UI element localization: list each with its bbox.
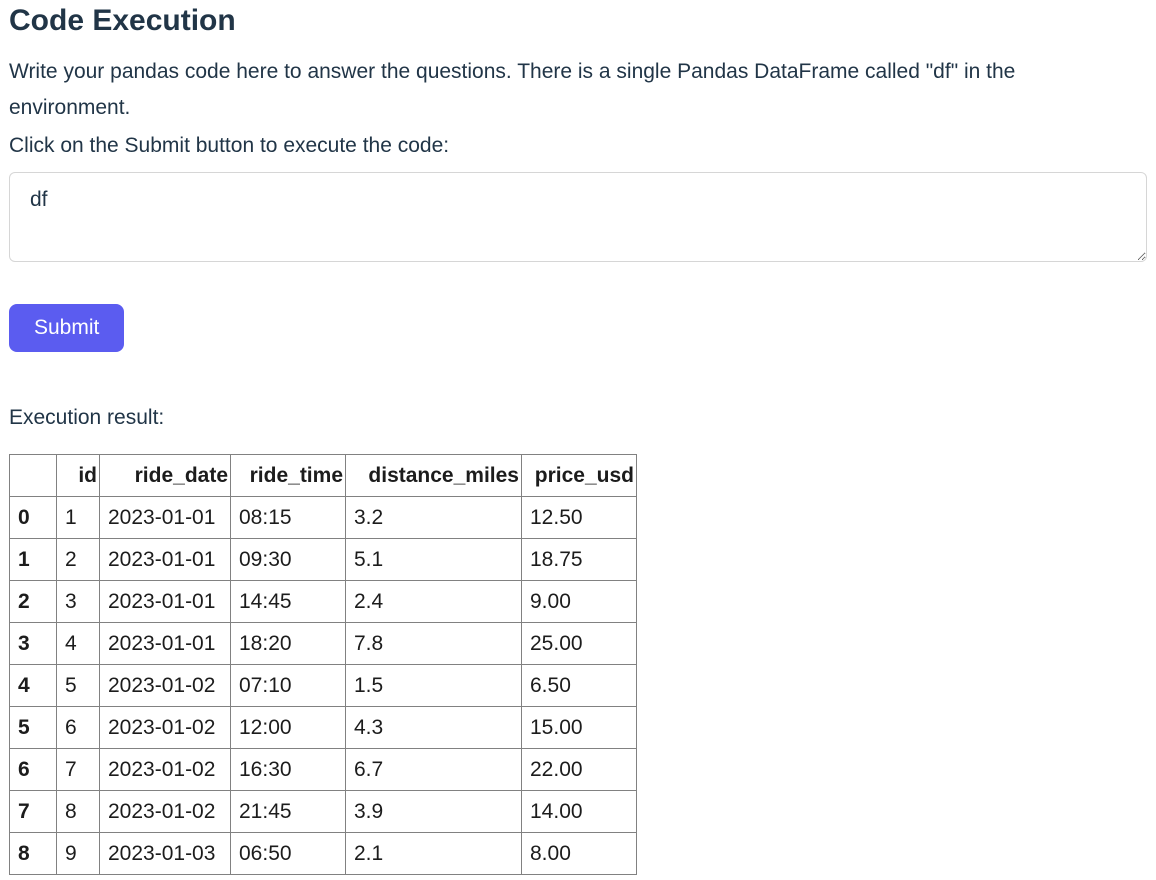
table-row: 2 3 2023-01-01 14:45 2.4 9.00 <box>9 580 637 623</box>
table-cell: 3 <box>56 580 100 623</box>
table-cell: 2023-01-01 <box>99 538 231 581</box>
table-cell: 9.00 <box>521 580 637 623</box>
table-cell: 21:45 <box>230 790 346 833</box>
table-cell: 4.3 <box>345 706 522 749</box>
table-cell: 6.7 <box>345 748 522 791</box>
table-cell: 09:30 <box>230 538 346 581</box>
table-cell: 8 <box>56 790 100 833</box>
table-cell: 12:00 <box>230 706 346 749</box>
table-cell: 8.00 <box>521 832 637 875</box>
column-header: price_usd <box>521 454 637 497</box>
table-cell: 12.50 <box>521 496 637 539</box>
table-cell: 25.00 <box>521 622 637 665</box>
table-cell: 7 <box>56 748 100 791</box>
table-cell: 2.1 <box>345 832 522 875</box>
submit-button[interactable]: Submit <box>9 304 125 352</box>
table-cell: 9 <box>56 832 100 875</box>
table-cell: 7.8 <box>345 622 522 665</box>
table-row: 0 1 2023-01-01 08:15 3.2 12.50 <box>9 496 637 539</box>
row-index: 5 <box>9 706 57 749</box>
table-cell: 06:50 <box>230 832 346 875</box>
instruction-text: Click on the Submit button to execute th… <box>9 134 450 157</box>
column-header: ride_time <box>230 454 346 497</box>
row-index: 6 <box>9 748 57 791</box>
table-cell: 15.00 <box>521 706 637 749</box>
row-index: 3 <box>9 622 57 665</box>
table-row: 8 9 2023-01-03 06:50 2.1 8.00 <box>9 832 637 875</box>
table-cell: 1 <box>56 496 100 539</box>
table-row: 1 2 2023-01-01 09:30 5.1 18.75 <box>9 538 637 581</box>
table-cell: 5.1 <box>345 538 522 581</box>
table-cell: 18:20 <box>230 622 346 665</box>
table-cell: 5 <box>56 664 100 707</box>
table-cell: 08:15 <box>230 496 346 539</box>
row-index: 4 <box>9 664 57 707</box>
intro-text: Write your pandas code here to answer th… <box>9 60 1016 119</box>
table-cell: 1.5 <box>345 664 522 707</box>
table-cell: 6 <box>56 706 100 749</box>
page-title: Code Execution <box>9 4 236 37</box>
table-header-row: id ride_date ride_time distance_miles price_… <box>9 454 637 497</box>
column-header <box>9 454 57 497</box>
row-index: 2 <box>9 580 57 623</box>
table-cell: 07:10 <box>230 664 346 707</box>
row-index: 0 <box>9 496 57 539</box>
table-row: 5 6 2023-01-02 12:00 4.3 15.00 <box>9 706 637 749</box>
table-cell: 2023-01-02 <box>99 790 231 833</box>
table-cell: 4 <box>56 622 100 665</box>
table-cell: 14.00 <box>521 790 637 833</box>
column-header: distance_miles <box>345 454 522 497</box>
table-cell: 2023-01-01 <box>99 622 231 665</box>
row-index: 8 <box>9 832 57 875</box>
column-header: id <box>56 454 100 497</box>
table-cell: 2023-01-03 <box>99 832 231 875</box>
table-row: 7 8 2023-01-02 21:45 3.9 14.00 <box>9 790 637 833</box>
table-cell: 22.00 <box>521 748 637 791</box>
table-cell: 2.4 <box>345 580 522 623</box>
table-cell: 3.9 <box>345 790 522 833</box>
row-index: 7 <box>9 790 57 833</box>
table-cell: 3.2 <box>345 496 522 539</box>
table-body: 0 1 2023-01-01 08:15 3.2 12.50 1 2 2023-01-01 09:… <box>9 496 637 875</box>
column-header: ride_date <box>99 454 231 497</box>
table-row: 6 7 2023-01-02 16:30 6.7 22.00 <box>9 748 637 791</box>
table-cell: 16:30 <box>230 748 346 791</box>
code-editor-textarea[interactable]: df <box>9 172 1147 262</box>
table-row: 4 5 2023-01-02 07:10 1.5 6.50 <box>9 664 637 707</box>
table-row: 3 4 2023-01-01 18:20 7.8 25.00 <box>9 622 637 665</box>
table-cell: 18.75 <box>521 538 637 581</box>
table-cell: 2023-01-02 <box>99 706 231 749</box>
execution-result-label: Execution result: <box>9 406 165 429</box>
table-cell: 2023-01-01 <box>99 496 231 539</box>
table-cell: 6.50 <box>521 664 637 707</box>
row-index: 1 <box>9 538 57 581</box>
table-cell: 14:45 <box>230 580 346 623</box>
table-cell: 2023-01-02 <box>99 664 231 707</box>
table-cell: 2023-01-02 <box>99 748 231 791</box>
table-cell: 2 <box>56 538 100 581</box>
result-table: id ride_date ride_time distance_miles price_… <box>9 454 637 875</box>
table-cell: 2023-01-01 <box>99 580 231 623</box>
